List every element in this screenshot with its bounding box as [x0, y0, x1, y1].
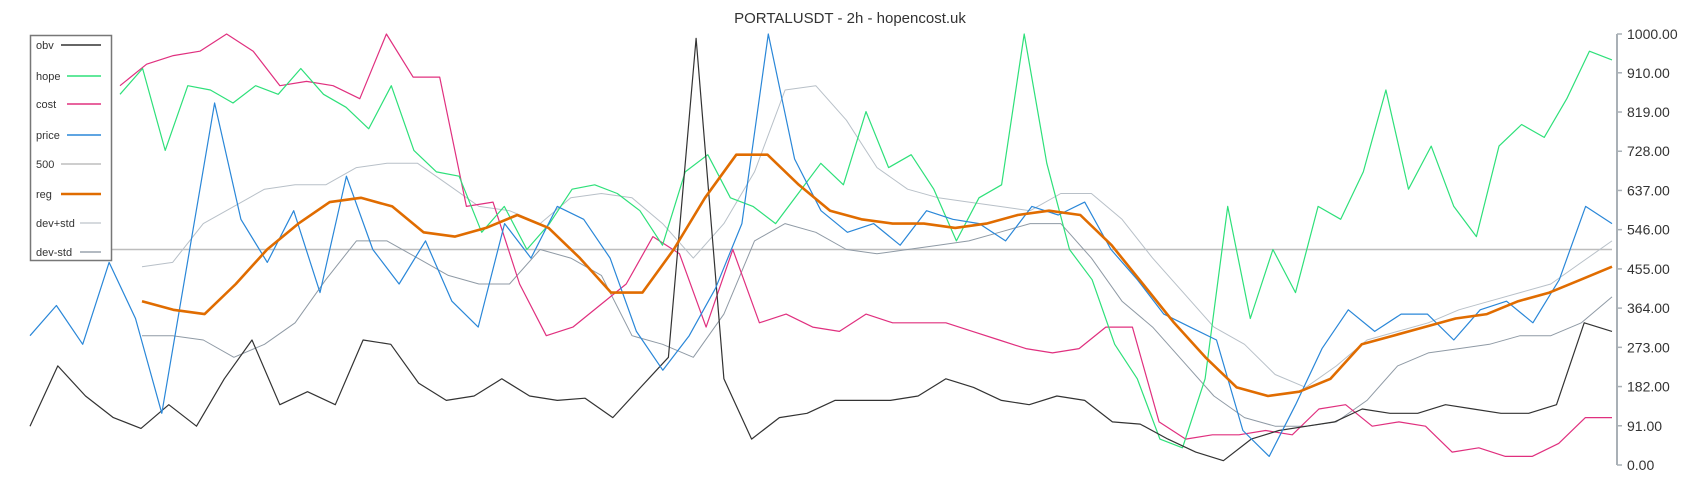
legend-item-500[interactable]: 500: [36, 159, 101, 171]
legend-label: hope: [36, 71, 60, 83]
legend-item-reg[interactable]: reg: [36, 189, 101, 201]
series-cost-line: [119, 33, 1612, 457]
legend-item-hope[interactable]: hope: [36, 71, 101, 83]
y-tick-label: 273.00: [1627, 339, 1670, 355]
series-dev-std-line: [141, 85, 1613, 388]
legend: obv hope cost price 500 reg dev+std dev-std: [29, 34, 113, 262]
y-tick-label: 728.00: [1627, 143, 1670, 159]
legend-label: reg: [36, 189, 52, 201]
legend-label: price: [36, 130, 60, 142]
legend-label: cost: [36, 99, 56, 111]
legend-label: 500: [36, 159, 54, 171]
series-reg-line: [141, 153, 1613, 398]
y-tick-label: 910.00: [1627, 65, 1670, 81]
series-dev-std-line: [142, 223, 1613, 427]
y-tick-label: 182.00: [1627, 379, 1670, 395]
y-tick-label: 364.00: [1627, 300, 1670, 316]
legend-item-dev-std[interactable]: dev+std: [36, 218, 101, 230]
y-tick-label: 455.00: [1627, 261, 1670, 277]
series-price-line: [29, 33, 1613, 457]
y-axis: 1000.00 910.00 819.00 728.00 637.00 546.00 455…: [1616, 26, 1678, 473]
legend-label: obv: [36, 40, 54, 52]
y-tick-label: 819.00: [1627, 104, 1670, 120]
series-hope-line: [119, 33, 1613, 449]
y-tick-label: 637.00: [1627, 182, 1670, 198]
legend-label: dev-std: [36, 247, 72, 259]
legend-item-obv[interactable]: obv: [36, 40, 101, 52]
legend-item-cost[interactable]: cost: [36, 99, 101, 111]
y-tick-label: 546.00: [1627, 222, 1670, 238]
y-tick-label: 1000.00: [1627, 26, 1678, 42]
series-layer: [29, 33, 1613, 462]
y-tick-label: 91.00: [1627, 418, 1662, 434]
legend-item-dev-std[interactable]: dev-std: [36, 247, 101, 259]
legend-item-price[interactable]: price: [36, 130, 101, 142]
series-obv-line: [29, 37, 1613, 462]
chart-title: PORTALUSDT - 2h - hopencost.uk: [734, 10, 966, 27]
y-tick-label: 0.00: [1627, 457, 1654, 473]
legend-label: dev+std: [36, 218, 75, 230]
